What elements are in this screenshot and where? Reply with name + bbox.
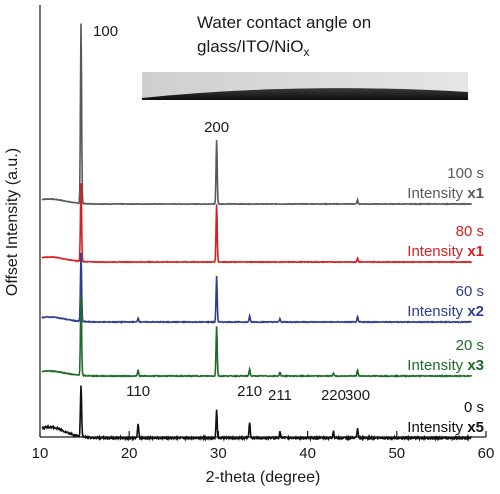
series-multiplier-label: Intensity x1	[407, 185, 484, 202]
multiplier-value: x1	[467, 243, 484, 260]
series-line-80s	[41, 183, 473, 264]
peak-label-200: 200	[204, 119, 229, 136]
multiplier-prefix: Intensity	[407, 185, 467, 202]
series-name-label: 60 s	[456, 283, 484, 300]
x-tick-label: 40	[299, 445, 316, 462]
x-axis-ticks: 10 20 30 40 50 60	[32, 431, 495, 462]
x-tick-label: 30	[210, 445, 227, 462]
series-name-label: 80 s	[456, 223, 484, 240]
x-tick-label: 10	[32, 445, 49, 462]
series-name-label: 100 s	[447, 165, 484, 182]
peak-label-300: 300	[345, 387, 370, 404]
series-labels-layer: 100 s Intensity x1 80 s Intensity x1 60 s Int…	[407, 165, 484, 436]
peak-label-210: 210	[237, 383, 262, 400]
multiplier-prefix: Intensity	[407, 243, 467, 260]
water-droplet	[142, 88, 468, 100]
series-multiplier-label: Intensity x1	[407, 243, 484, 260]
series-line-20s	[41, 295, 473, 378]
series-line-60s	[41, 252, 473, 324]
x-tick-label: 60	[478, 445, 495, 462]
peak-label-110: 110	[126, 383, 150, 400]
multiplier-value: x1	[467, 185, 484, 202]
inset-title-line1: Water contact angle on	[197, 13, 371, 32]
y-axis-title: Offset Intensity (a.u.)	[4, 148, 21, 296]
series-layer	[41, 23, 473, 443]
series-name-label: 0 s	[464, 399, 484, 416]
multiplier-value: x3	[467, 357, 484, 374]
multiplier-prefix: Intensity	[407, 303, 467, 320]
peak-labels-layer: 100 200 110 210 211 220 300	[93, 23, 370, 404]
contact-angle-inset: Water contact angle on glass/ITO/NiOx	[142, 13, 468, 100]
series-line-100s	[41, 23, 472, 206]
series-name-label: 20 s	[456, 337, 484, 354]
inset-title-line2: glass/ITO/NiOx	[197, 37, 309, 59]
x-tick-label: 20	[121, 445, 138, 462]
multiplier-value: x2	[467, 303, 484, 320]
peak-label-100: 100	[93, 23, 118, 40]
peak-label-220: 220	[321, 387, 346, 404]
x-tick-label: 50	[388, 445, 405, 462]
x-axis-title: 2-theta (degree)	[206, 469, 321, 486]
series-line-0s	[41, 385, 473, 443]
peak-label-211: 211	[268, 387, 292, 404]
multiplier-prefix: Intensity	[407, 419, 467, 436]
series-multiplier-label: Intensity x2	[407, 303, 484, 320]
series-multiplier-label: Intensity x5	[407, 419, 484, 436]
multiplier-value: x5	[467, 419, 484, 436]
series-multiplier-label: Intensity x3	[407, 357, 484, 374]
multiplier-prefix: Intensity	[407, 357, 467, 374]
